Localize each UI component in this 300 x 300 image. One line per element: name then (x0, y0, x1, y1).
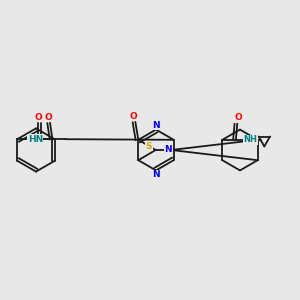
Text: O: O (34, 113, 42, 122)
Text: N: N (152, 121, 160, 130)
Text: N: N (164, 146, 172, 154)
Text: O: O (130, 112, 138, 121)
Text: O: O (45, 113, 52, 122)
Text: S: S (146, 142, 152, 151)
Text: N: N (152, 170, 160, 179)
Text: HN: HN (28, 135, 43, 144)
Text: NH: NH (243, 135, 257, 144)
Text: O: O (235, 113, 242, 122)
